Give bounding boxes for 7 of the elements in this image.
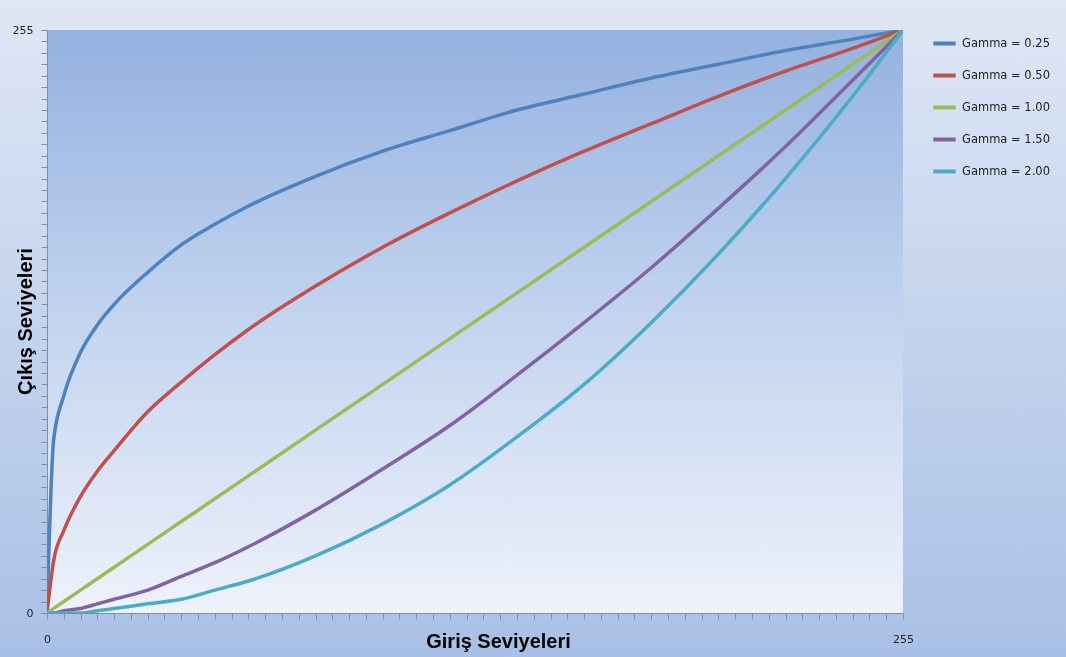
legend-label: Gamma = 0.50	[962, 67, 1050, 82]
x-axis-title: Giriş Seviyeleri	[426, 629, 571, 652]
y-axis-title: Çıkış Seviyeleri	[13, 248, 36, 395]
legend-label: Gamma = 1.50	[962, 131, 1050, 146]
legend-label: Gamma = 1.00	[962, 99, 1050, 114]
legend-label: Gamma = 0.25	[962, 35, 1050, 50]
legend-label: Gamma = 2.00	[962, 163, 1050, 178]
